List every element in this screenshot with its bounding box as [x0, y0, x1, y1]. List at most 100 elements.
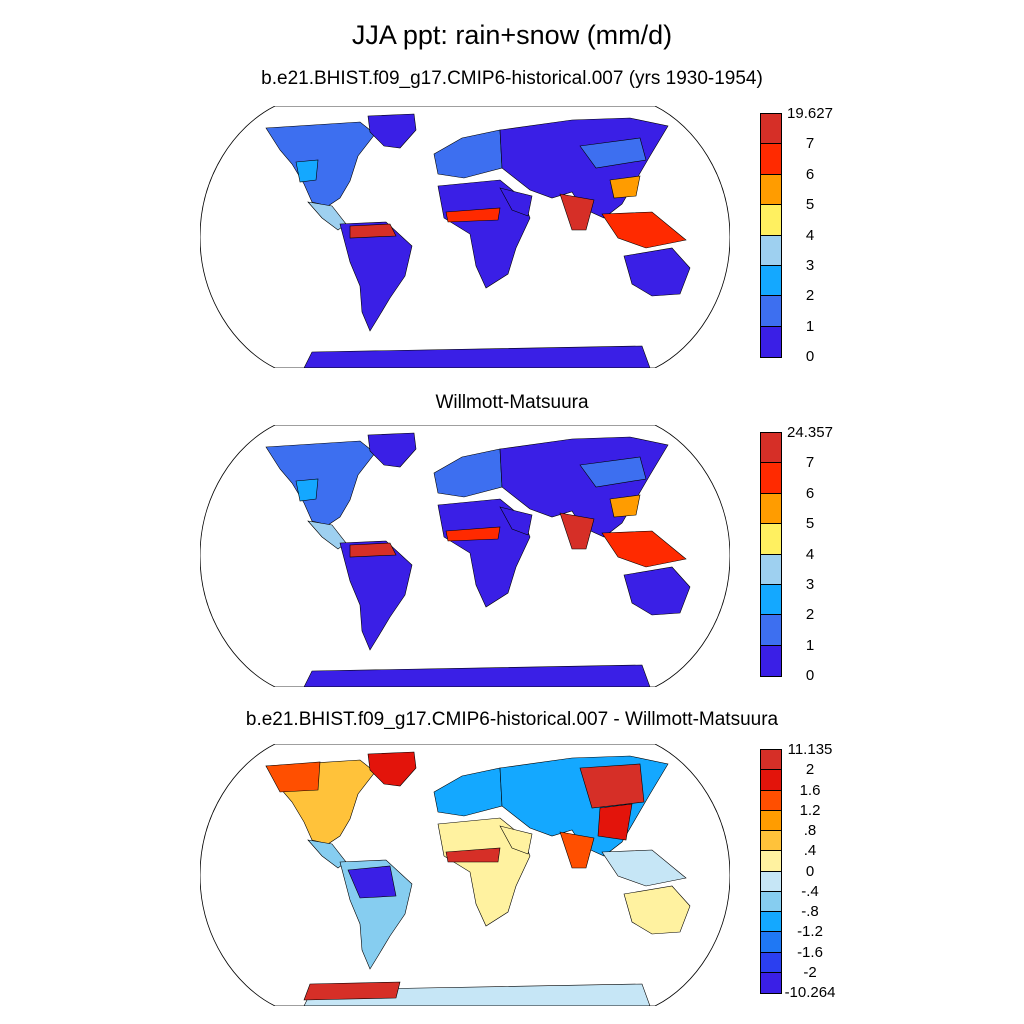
colorbar-tick-label: 0: [805, 667, 815, 684]
colorbar-swatch: [761, 912, 781, 933]
colorbar-swatch: [761, 645, 781, 676]
colorbar-tick-label: 5: [805, 196, 815, 214]
panel-3-title: b.e21.BHIST.f09_g17.CMIP6-historical.007…: [245, 709, 779, 730]
colorbar-tick-label: 6: [805, 484, 815, 502]
map-land-region: [579, 137, 647, 169]
map-land-region: [601, 849, 687, 887]
map-land-region: [579, 763, 645, 809]
map-land-region: [303, 664, 651, 687]
map-land-region: [601, 211, 687, 249]
colorbar-tick-label: 2: [805, 606, 815, 624]
map-land-region: [579, 456, 647, 488]
colorbar-swatch: [761, 972, 781, 993]
colorbar-tick-label: 4: [805, 226, 815, 244]
colorbar-swatch: [761, 114, 781, 145]
panel-3-colorbar-bar: [760, 749, 782, 994]
map-projection-outline: [200, 106, 730, 368]
colorbar-swatch: [761, 790, 781, 811]
colorbar-tick-label: 1: [805, 317, 815, 335]
colorbar-tick-label: 1.2: [799, 801, 821, 819]
map-projection-outline: [200, 744, 730, 1006]
colorbar-swatch: [761, 615, 781, 646]
map-land-region: [623, 566, 691, 616]
map-land-region: [559, 512, 595, 550]
colorbar-swatch: [761, 584, 781, 616]
colorbar-tick-label: 2: [805, 287, 815, 305]
colorbar-swatch: [761, 265, 781, 297]
colorbar-swatch: [761, 770, 781, 791]
colorbar-swatch: [761, 810, 781, 831]
colorbar-tick-label: 3: [805, 256, 815, 274]
colorbar-tick-label: -1.6: [797, 943, 823, 961]
map-land-region: [499, 187, 533, 217]
colorbar-swatch: [761, 205, 781, 236]
map-land-region: [303, 981, 401, 1001]
colorbar-tick-label: 6: [805, 165, 815, 183]
colorbar-swatch: [761, 433, 781, 464]
map-land-region: [367, 432, 417, 468]
colorbar-tick-label: 5: [805, 515, 815, 533]
map-land-region: [265, 761, 321, 793]
map-land-region: [445, 847, 501, 863]
colorbar-tick-label: 1.6: [799, 781, 821, 799]
map-land-region: [609, 175, 641, 199]
colorbar-tick-label: -2: [803, 963, 817, 981]
colorbar-tick-label: -10.264: [784, 984, 836, 1001]
colorbar-tick-label: .4: [803, 842, 817, 860]
colorbar-swatch: [761, 174, 781, 206]
map-land-region: [445, 526, 501, 542]
colorbar-swatch: [761, 296, 781, 327]
map-land-region: [601, 530, 687, 568]
map-land-region: [499, 506, 533, 536]
colorbar-tick-label: -1.2: [797, 923, 823, 941]
map-land-region: [349, 223, 397, 239]
panel-2-title: Willmott-Matsuura: [435, 392, 589, 413]
panel-3-map: [200, 744, 730, 1006]
colorbar-tick-label: -.4: [801, 882, 819, 900]
map-land-region: [367, 751, 417, 787]
map-land-region: [367, 113, 417, 149]
map-land-region: [499, 825, 533, 855]
colorbar-swatch: [761, 326, 781, 357]
colorbar-swatch: [761, 952, 781, 973]
colorbar-swatch: [761, 463, 781, 494]
panel-1-map: [200, 106, 730, 368]
panel-2-colorbar-bar: [760, 432, 782, 677]
map-land-region: [295, 478, 319, 502]
colorbar-swatch: [761, 235, 781, 266]
colorbar-tick-label: 0: [805, 862, 815, 880]
colorbar-tick-label: 19.627: [787, 105, 833, 122]
map-land-region: [609, 494, 641, 518]
map-land-region: [559, 831, 595, 869]
colorbar-swatch: [761, 871, 781, 892]
colorbar-tick-label: 2: [805, 761, 815, 779]
figure-title: JJA ppt: rain+snow (mm/d): [351, 20, 673, 50]
map-projection-outline: [200, 425, 730, 687]
map-land-region: [445, 207, 501, 223]
map-land-region: [339, 221, 413, 332]
colorbar-tick-label: -.8: [801, 903, 819, 920]
colorbar-tick-label: 7: [805, 135, 815, 153]
colorbar-swatch: [761, 750, 781, 771]
map-land-region: [559, 193, 595, 231]
map-land-region: [349, 542, 397, 558]
map-land-region: [623, 885, 691, 935]
panel-2-map: [200, 425, 730, 687]
colorbar-swatch: [761, 831, 781, 852]
colorbar-tick-label: 7: [805, 454, 815, 472]
map-land-region: [295, 159, 319, 183]
colorbar-tick-label: .8: [803, 822, 817, 839]
colorbar-tick-label: 11.135: [787, 741, 833, 758]
colorbar-swatch: [761, 144, 781, 175]
colorbar-swatch: [761, 851, 781, 872]
map-land-region: [623, 247, 691, 297]
map-land-region: [303, 345, 651, 368]
map-land-region: [347, 865, 397, 899]
panel-1-colorbar-bar: [760, 113, 782, 358]
panel-1-title: b.e21.BHIST.f09_g17.CMIP6-historical.007…: [261, 68, 763, 89]
colorbar-tick-label: 24.357: [787, 424, 833, 441]
map-land-region: [339, 540, 413, 651]
colorbar-tick-label: 3: [805, 575, 815, 593]
colorbar-swatch: [761, 891, 781, 912]
colorbar-swatch: [761, 524, 781, 555]
